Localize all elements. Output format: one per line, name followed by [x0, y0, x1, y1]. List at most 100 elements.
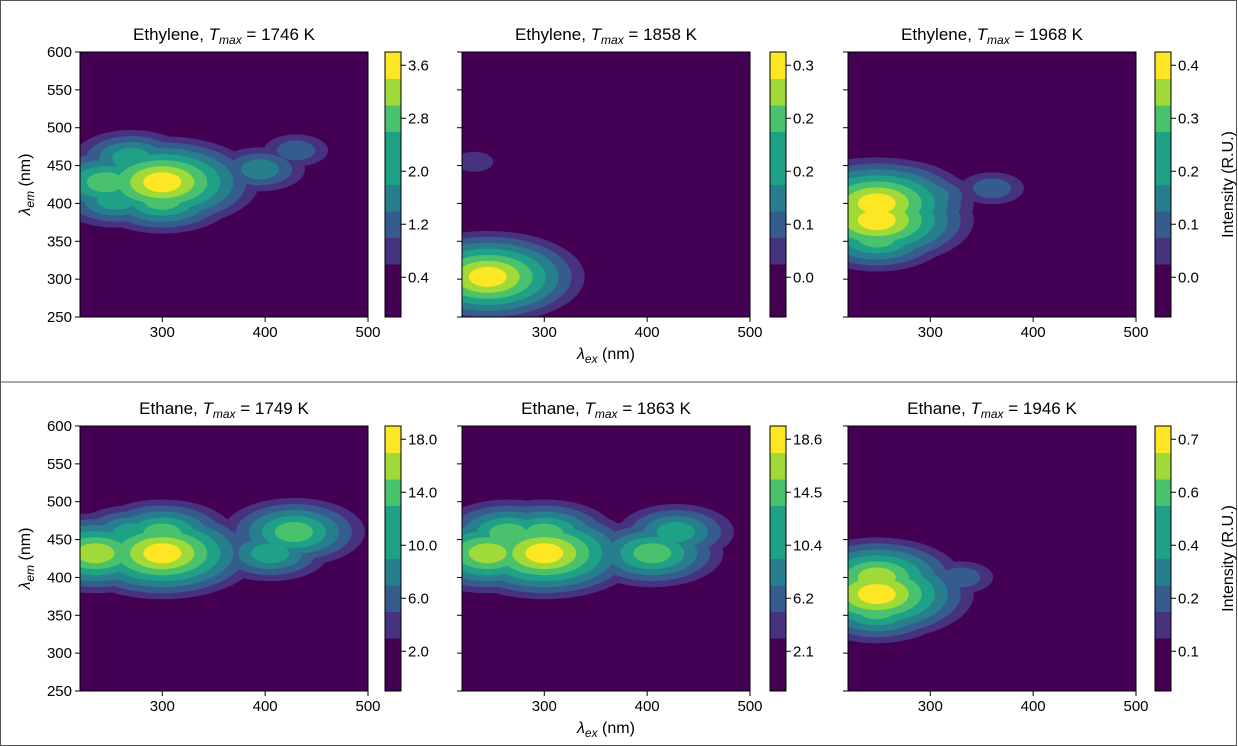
colorbar-segment: [385, 237, 401, 265]
colorbar-segment: [770, 664, 786, 692]
colorbar-segment: [1155, 290, 1171, 318]
x-tick-label: 300: [918, 324, 943, 341]
contour-peak-1: [468, 266, 507, 287]
colorbar-segment: [385, 78, 401, 106]
contour-peak-1: [143, 543, 182, 564]
x-tick-label: 300: [150, 698, 175, 715]
panel-title: Ethylene, Tmax = 1858 K: [515, 25, 698, 47]
contour-peak-6: [973, 178, 1011, 199]
y-tick-label: 250: [47, 309, 72, 326]
contour-peak-2: [86, 172, 125, 193]
colorbar-tick-label: 2.8: [408, 110, 429, 127]
y-tick-label: 400: [47, 569, 72, 586]
contour-peak-5: [656, 522, 695, 542]
x-tick-label: 300: [532, 698, 557, 715]
y-tick-label: 550: [47, 456, 72, 473]
colorbar-frame: [384, 425, 402, 692]
colorbar-segment: [385, 264, 401, 291]
colorbar-tick-label: 10.4: [793, 537, 822, 554]
colorbar-label: Intensity (R.U.): [1220, 131, 1237, 238]
colorbar-segment: [1155, 78, 1171, 106]
axes-frame: [847, 425, 1137, 692]
colorbar-tick-label: 6.2: [793, 590, 814, 607]
axes-frame: [79, 425, 369, 692]
contour-peak-6: [251, 543, 290, 564]
axes-frame: [461, 425, 751, 692]
colorbar-frame: [1154, 51, 1172, 318]
y-axis-label: λem (nm): [17, 154, 37, 217]
colorbar-segment: [1155, 184, 1171, 212]
colorbar-tick-label: 2.1: [793, 643, 814, 660]
x-tick-label: 500: [1123, 324, 1148, 341]
contour-peak-2: [80, 543, 115, 564]
contour-layer: [462, 151, 585, 317]
x-tick-label: 400: [253, 324, 278, 341]
colorbar-tick-label: 14.5: [793, 484, 822, 501]
x-tick-label: 500: [1123, 698, 1148, 715]
colorbar-frame: [384, 51, 402, 318]
colorbar-tick-label: 18.0: [408, 431, 437, 448]
colorbar-tick-label: 0.1: [1178, 643, 1199, 660]
x-axis-label: λex (nm): [576, 720, 635, 740]
colorbar-segment: [385, 532, 401, 559]
colorbar-tick-label: 2.0: [408, 643, 429, 660]
colorbar-segment: [385, 638, 401, 665]
y-tick-label: 300: [47, 645, 72, 662]
panel-title: Ethane, Tmax = 1749 K: [139, 399, 309, 421]
colorbar-segment: [1155, 638, 1171, 665]
y-tick-label: 500: [47, 120, 72, 137]
colorbar-segment: [770, 479, 786, 506]
colorbar-frame: [1154, 425, 1172, 692]
y-tick-label: 300: [47, 271, 72, 288]
colorbar-tick-label: 0.4: [1178, 537, 1199, 554]
colorbar-segment: [770, 611, 786, 639]
colorbar-frame: [769, 51, 787, 318]
colorbar-segment: [1155, 611, 1171, 639]
colorbar-tick-label: 0.0: [793, 269, 814, 286]
colorbar-segment: [770, 505, 786, 533]
contour-peak-1: [857, 193, 896, 214]
colorbar-segment: [1155, 664, 1171, 692]
panel-title: Ethane, Tmax = 1863 K: [521, 399, 691, 421]
panel-title: Ethylene, Tmax = 1746 K: [133, 25, 316, 47]
colorbar-tick-label: 6.0: [408, 590, 429, 607]
colorbar-segment: [770, 184, 786, 212]
panel-5: 300 400 500 Ethane, Tmax = 1863 K λex (nm) 2.…: [457, 399, 822, 740]
colorbar-segment: [1155, 558, 1171, 586]
contour-layer: [848, 157, 1024, 272]
colorbar-tick-label: 0.2: [1178, 163, 1199, 180]
contour-peak-4: [489, 523, 528, 544]
contour-peak-1: [525, 543, 564, 564]
colorbar-segment: [385, 452, 401, 480]
colorbar-tick-label: 0.3: [793, 57, 814, 74]
colorbar-tick-label: 0.4: [1178, 57, 1199, 74]
colorbar-segment: [1155, 505, 1171, 533]
colorbar-tick-label: 0.3: [1178, 110, 1199, 127]
colorbar-segment: [770, 290, 786, 318]
colorbar-segment: [385, 558, 401, 586]
x-tick-label: 500: [355, 324, 380, 341]
colorbar-segment: [770, 52, 786, 79]
x-tick-label: 400: [253, 698, 278, 715]
colorbar-frame: [769, 425, 787, 692]
panel-6: 300 400 500 Ethane, Tmax = 1946 K 0.1 0.2 0.4 0…: [843, 399, 1237, 715]
panel-4: 250 300 350 400 450 500 550 600 300 400 500 Ethane,…: [17, 399, 437, 715]
colorbar-segment: [1155, 264, 1171, 291]
colorbar-segment: [1155, 237, 1171, 265]
colorbar-segment: [385, 52, 401, 79]
colorbar-segment: [1155, 585, 1171, 612]
colorbar-segment: [385, 611, 401, 639]
colorbar-segment: [770, 211, 786, 238]
contour-layer: [848, 537, 994, 644]
colorbar-segment: [770, 105, 786, 132]
colorbar-segment: [385, 158, 401, 185]
colorbar-segment: [1155, 52, 1171, 79]
contour-peak-3: [462, 151, 494, 172]
panel-1: 250 300 350 400 450 500 550 600 300 400 500 Ethylen…: [17, 25, 429, 341]
contour-peak-1: [857, 584, 896, 605]
y-tick-label: 450: [47, 532, 72, 549]
x-tick-label: 300: [532, 324, 557, 341]
y-axis-label: λem (nm): [17, 528, 37, 591]
x-tick-label: 300: [150, 324, 175, 341]
colorbar-segment: [1155, 532, 1171, 559]
